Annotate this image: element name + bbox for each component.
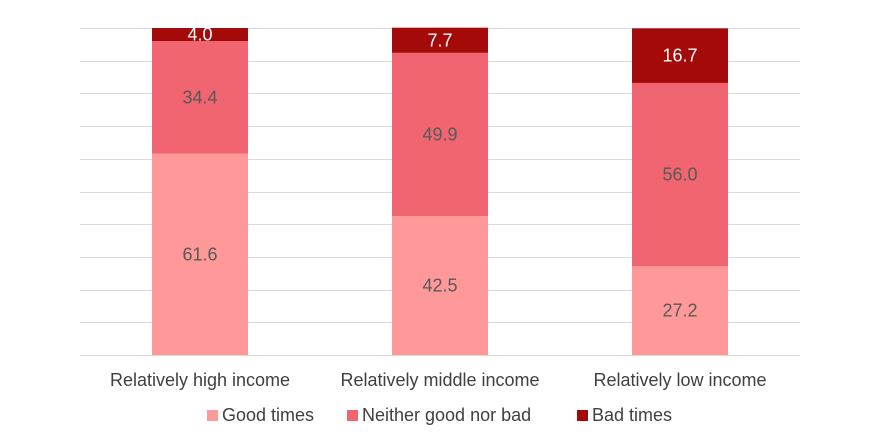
legend-item: Neither good nor bad [347,405,531,425]
legend-label: Good times [222,405,314,425]
bar-segment [632,28,728,83]
data-label: 7.7 [427,30,452,50]
data-label: 49.9 [422,124,457,144]
bar-segment [632,266,728,355]
legend-label: Bad times [592,405,672,425]
bar-segment [392,216,488,355]
category-label: Relatively high income [110,370,290,390]
data-labels: 61.6 34.4 4.0 42.5 49.9 7.7 27.2 56.0 16.7 [182,25,697,321]
data-label: 56.0 [662,164,697,184]
legend-item: Good times [207,405,314,425]
category-label: Relatively middle income [340,370,539,390]
legend-swatch [577,410,588,421]
legend-item: Bad times [577,405,672,425]
legend-swatch [347,410,358,421]
bar-segment [152,153,248,355]
bar-segment [392,52,488,217]
category-label: Relatively low income [593,370,766,390]
data-label: 42.5 [422,276,457,296]
legend-label: Neither good nor bad [362,405,531,425]
bar-segment [152,28,248,42]
category-labels: Relatively high income Relatively middle … [110,370,767,390]
bar-segment [392,27,488,53]
bars [152,27,728,355]
bar-segment [152,41,248,154]
data-label: 34.4 [182,87,217,107]
data-label: 27.2 [662,301,697,321]
data-label: 61.6 [182,244,217,264]
legend-swatch [207,410,218,421]
legend: Good times Neither good nor bad Bad times [207,405,672,425]
data-label: 4.0 [187,25,212,45]
bar-segment [632,82,728,267]
data-label: 16.7 [662,46,697,66]
